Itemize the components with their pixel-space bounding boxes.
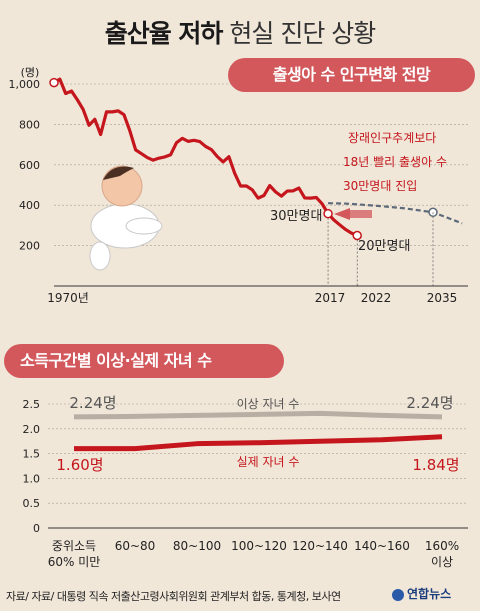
chart1-point-2017: [323, 208, 333, 219]
chart2-xtick-label: 160%: [425, 539, 459, 553]
chart1-series-forecast-solid: [326, 212, 358, 237]
chart2-legend-actual: 실제 자녀 수: [237, 455, 300, 469]
baby-arm: [125, 217, 163, 235]
chart1-yaxis-unit: (명): [21, 66, 40, 79]
chart1-xtick-label: 2017: [315, 291, 346, 305]
chart2-xtick-label: 120~140: [292, 539, 348, 553]
chart1-point-2022: [352, 230, 362, 241]
chart2-xtick-label: 60~80: [115, 539, 156, 553]
chart1-xtick-label: 2035: [427, 291, 458, 305]
yonhap-logo: 연합뉴스: [392, 585, 451, 602]
logo-mark-icon: [392, 588, 404, 601]
chart1-label-200k: 20만명대: [358, 239, 410, 254]
chart1-ytick-label: 1,000: [9, 78, 41, 91]
source-note: 자료/ 자료/ 대통령 직속 저출산고령사회위원회 관계부처 합동, 통계청, …: [6, 590, 341, 603]
chart2-label-ideal-left: 2.24명: [69, 394, 116, 412]
chart2-ytick-label: 0.5: [23, 497, 41, 510]
chart1-title: 출생아 수 인구변화 전망: [228, 58, 475, 92]
chart2-xtick-label: 140~160: [354, 539, 410, 553]
chart1-xtick-label: 1970년: [47, 291, 89, 305]
chart2-ytick-label: 0: [33, 522, 40, 535]
baby-leg: [89, 241, 111, 271]
chart1-point-1970: [49, 77, 59, 88]
chart2-label-actual-left: 1.60명: [56, 456, 103, 474]
chart2-ytick-label: 1.0: [23, 472, 41, 485]
chart2-xtick-label: 이상: [431, 555, 453, 569]
chart1-series-actual: [53, 77, 330, 215]
chart2-title: 소득구간별 이상·실제 자녀 수: [4, 344, 284, 378]
chart1-ytick-label: 400: [19, 199, 40, 212]
chart1-ytick-label: 800: [19, 118, 40, 131]
logo-text: 연합뉴스: [407, 587, 452, 601]
chart2-xtick-label: 80~100: [173, 539, 221, 553]
chart2-label-actual-right: 1.84명: [412, 456, 459, 474]
chart1-arrow-body: [350, 210, 372, 218]
chart1-annotation-line1: 장래인구추계보다: [348, 131, 436, 145]
title-light: 현실 진단 상황: [229, 19, 376, 48]
chart1-arrow-head: [334, 208, 350, 220]
page-title: 출산율 저하 현실 진단 상황: [0, 14, 480, 50]
chart2-xtick-label: 60% 미만: [48, 555, 101, 569]
chart2-xtick-label: 100~120: [231, 539, 287, 553]
baby-hair: [103, 166, 134, 180]
chart2-ytick-label: 2.5: [23, 398, 41, 411]
chart1-xtick-label: 2022: [361, 291, 392, 305]
title-bold: 출산율 저하: [104, 19, 224, 48]
chart1-annotation-line3: 30만명대 진입: [343, 179, 417, 193]
chart1-ytick-label: 600: [19, 159, 40, 172]
chart1-label-300k: 30만명대: [270, 209, 322, 224]
chart1-annotation-line2: 18년 빨리 출생아 수: [343, 155, 447, 169]
chart2-ytick-label: 2.0: [23, 423, 41, 436]
chart2-ytick-label: 1.5: [23, 448, 41, 461]
chart2-series-actual: [74, 434, 443, 452]
baby-illustration: [89, 165, 163, 271]
chart2-legend-ideal: 이상 자녀 수: [237, 397, 300, 411]
chart1-ytick-label: 200: [19, 240, 40, 253]
chart2-xtick-label: 중위소득: [52, 539, 96, 553]
chart2-series-ideal: [73, 410, 443, 420]
chart2-label-ideal-right: 2.24명: [406, 394, 453, 412]
